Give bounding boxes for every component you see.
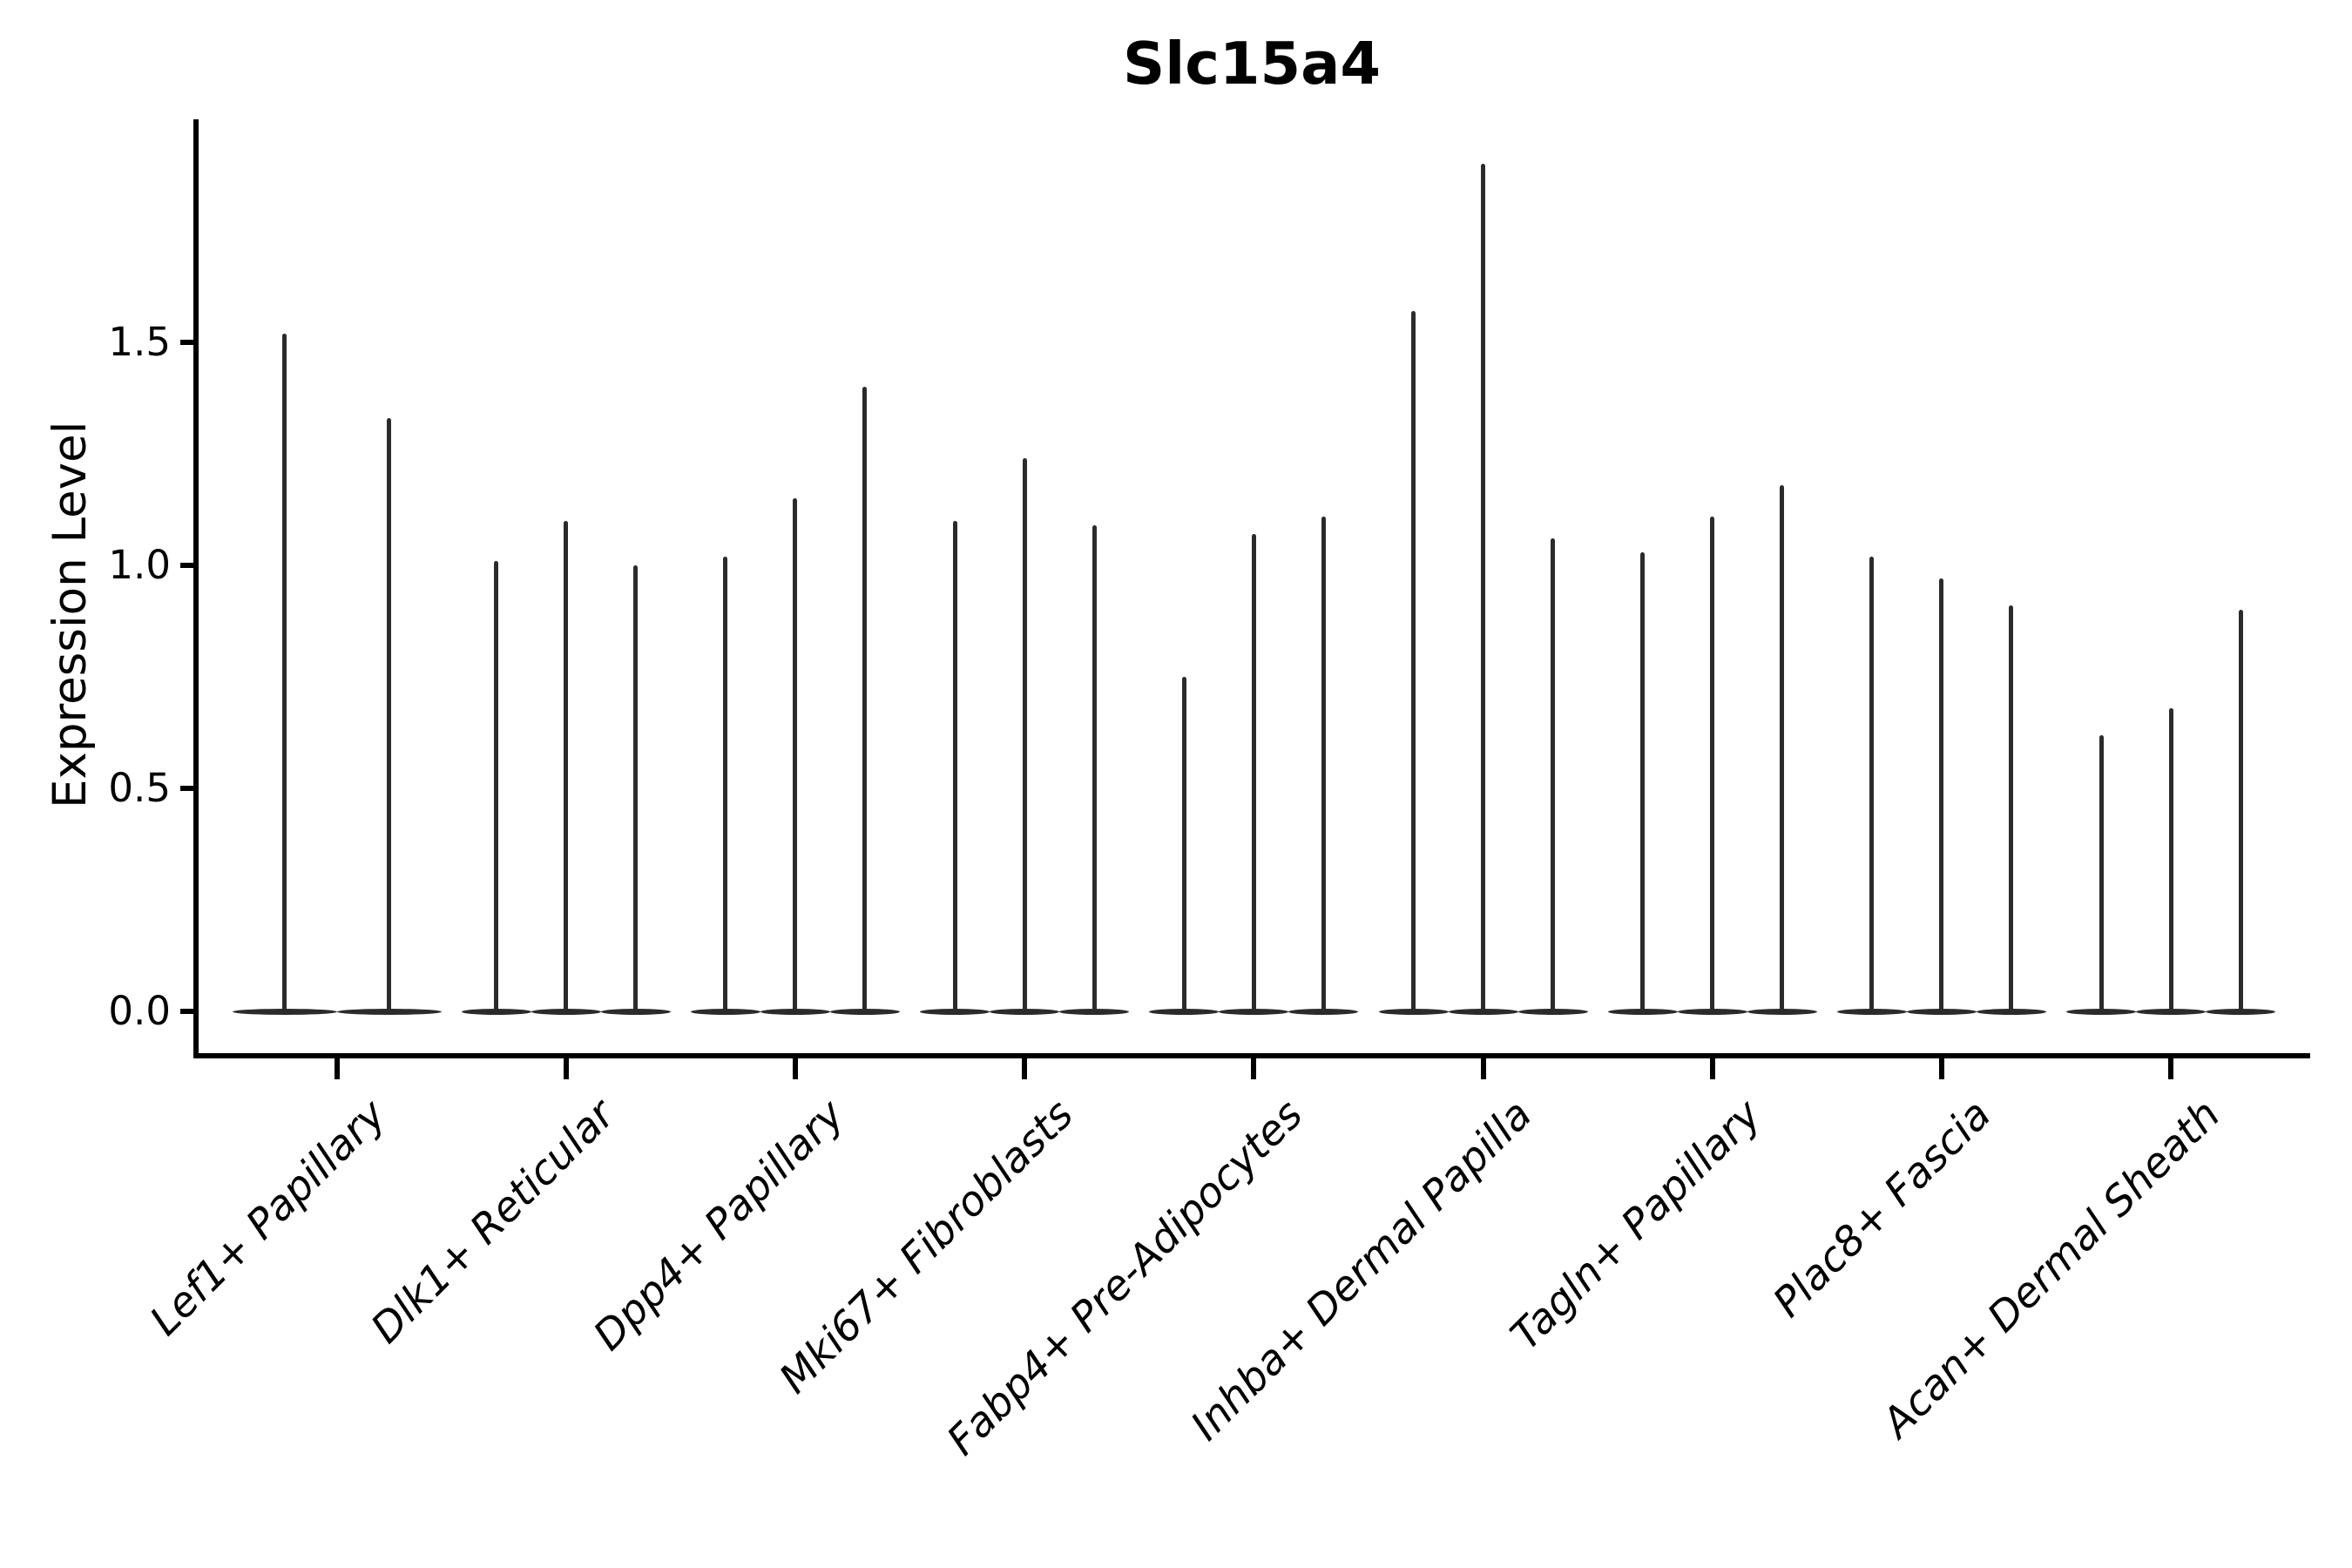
violin-spike (1481, 164, 1485, 1014)
violin-spike (282, 333, 287, 1014)
y-axis-spine (193, 119, 199, 1058)
x-tick (1938, 1057, 1944, 1079)
y-tick-label: 1.5 (108, 319, 171, 365)
violin-spike (1640, 551, 1646, 1014)
x-tick (1251, 1057, 1257, 1079)
x-tick (1709, 1057, 1715, 1079)
y-tick-label: 0.0 (108, 988, 171, 1034)
violin-spike (633, 565, 639, 1014)
x-tick (1480, 1057, 1486, 1079)
violin-spike (862, 387, 868, 1014)
violin-spike (564, 520, 569, 1014)
violin-spike (1869, 556, 1875, 1014)
y-axis-label: Expression Level (44, 421, 97, 808)
violin-spike (1251, 534, 1256, 1014)
x-tick (334, 1057, 340, 1079)
violin-spike (1181, 677, 1186, 1014)
violin-spike (793, 498, 798, 1014)
x-tick-label: Plac8+ Fascia (1763, 1091, 2000, 1328)
y-tick-label: 0.5 (108, 765, 171, 811)
y-tick-label: 1.0 (108, 542, 171, 588)
violin-spike (1022, 458, 1027, 1014)
y-tick (180, 340, 194, 345)
violin-spike (387, 418, 391, 1014)
violin-spike (2009, 605, 2014, 1014)
violin-spike (1321, 516, 1326, 1014)
violin-spike (1939, 578, 1944, 1014)
x-tick-label: Lef1+ Papillary (140, 1091, 395, 1346)
violin-spike (952, 520, 957, 1014)
x-tick (563, 1057, 569, 1079)
x-tick (792, 1057, 798, 1079)
chart-title: Slc15a4 (1122, 30, 1381, 98)
violin-spike (2238, 610, 2243, 1014)
violin-spike (1710, 516, 1715, 1014)
y-tick (180, 786, 194, 791)
violin-spike (494, 560, 499, 1014)
y-tick (180, 563, 194, 568)
violin-spike (1551, 538, 1555, 1014)
y-tick (180, 1009, 194, 1014)
x-tick (2168, 1057, 2174, 1079)
x-tick-label: Dlk1+ Reticular (362, 1091, 625, 1353)
x-tick-label: Dpp4+ Papillary (584, 1091, 854, 1361)
violin-spike (723, 556, 728, 1014)
x-tick-label: Tagln+ Papillary (1501, 1091, 1771, 1360)
violin-spike (1092, 524, 1097, 1014)
x-tick (1022, 1057, 1028, 1079)
x-axis-spine (193, 1053, 2310, 1058)
violin-spike (2168, 707, 2173, 1014)
violin-spike (2099, 734, 2104, 1014)
violin-spike (1780, 484, 1785, 1014)
violin-spike (1411, 311, 1416, 1014)
